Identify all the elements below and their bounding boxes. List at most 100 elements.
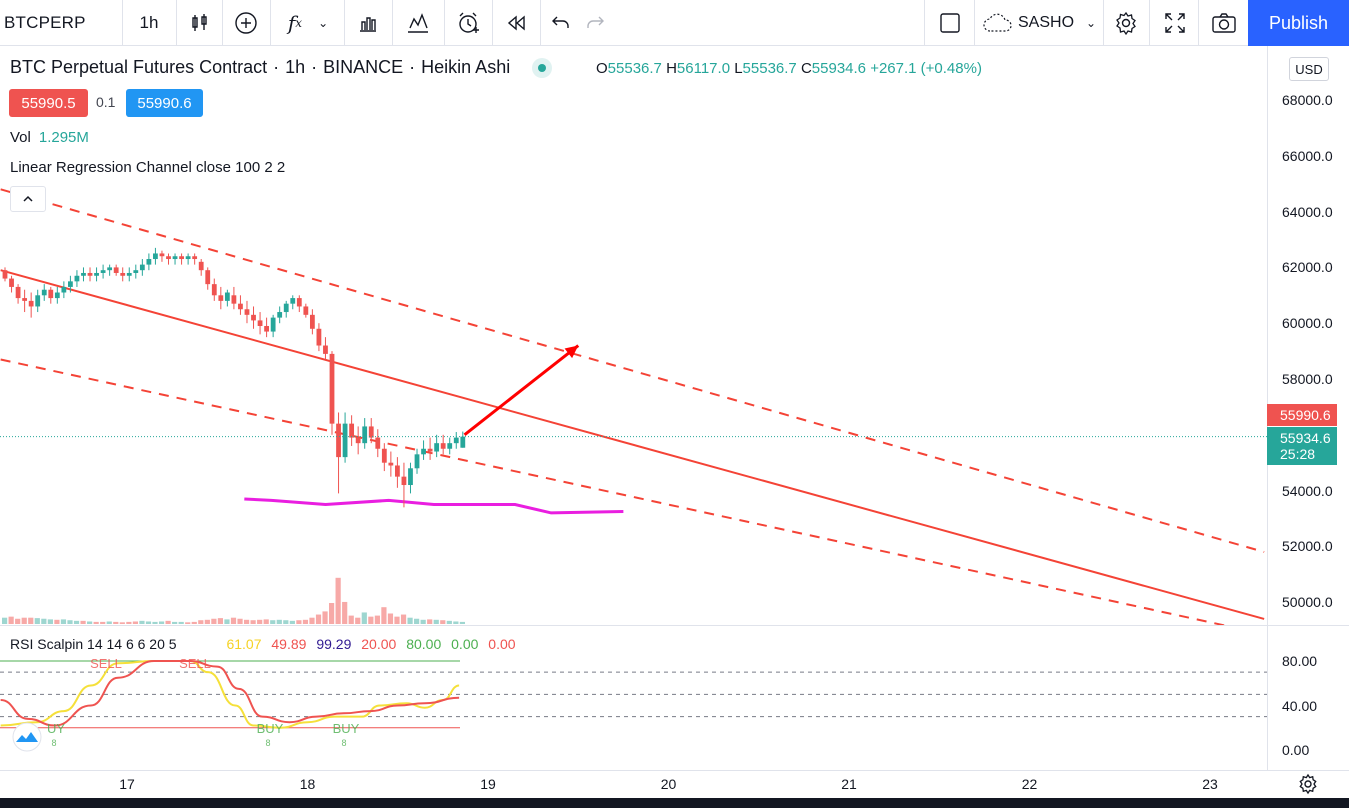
volume-legend[interactable]: Vol 1.295M: [10, 129, 89, 146]
open-key: O: [596, 60, 608, 77]
candle-body: [172, 256, 178, 260]
market-status-icon[interactable]: [532, 57, 553, 78]
candle-body: [41, 289, 47, 296]
price-chart[interactable]: SELL SELL UY 8 BUY 8 BUY 8: [0, 46, 1267, 770]
price-tick: 68000.0: [1282, 92, 1333, 108]
main-pane: [0, 188, 1267, 625]
symbol-search-button[interactable]: BTCPERP: [4, 13, 86, 32]
buy-button[interactable]: 55990.6: [126, 89, 203, 117]
volume-bar: [257, 619, 263, 624]
candle-body: [107, 267, 113, 271]
rsi-scale-divider: [1268, 625, 1349, 626]
last-price-label: 55934.6 25:28: [1267, 427, 1337, 465]
volume-bar: [427, 619, 433, 624]
rsi-label: RSI Scalpin 14 14 6 6 20 5: [10, 636, 177, 652]
candle-body: [388, 462, 394, 466]
undo-icon[interactable]: [544, 0, 578, 46]
volume-bar: [158, 621, 165, 624]
volume-bar: [73, 620, 80, 624]
low-key: L: [734, 60, 743, 77]
rsi-signal-label: UY: [47, 721, 65, 736]
candle-body: [244, 309, 250, 315]
chevron-down-icon[interactable]: ⌄: [1085, 16, 1097, 30]
rsi-signal-label: BUY: [257, 721, 284, 736]
candle-body: [427, 448, 433, 452]
volume-bar: [374, 615, 380, 624]
gear-icon[interactable]: [1296, 772, 1320, 796]
volume-bar: [106, 621, 112, 624]
templates-icon[interactable]: [348, 0, 388, 46]
price-tick: 58000.0: [1282, 371, 1333, 387]
bottom-panel-bar: [0, 798, 1349, 808]
candle-body: [153, 253, 158, 260]
candle-body: [303, 306, 309, 315]
publish-button[interactable]: Publish: [1248, 0, 1349, 46]
time-scale[interactable]: 17 18 19 20 21 22 23: [0, 770, 1349, 798]
sell-button[interactable]: 55990.5: [9, 89, 88, 117]
legend-symbol[interactable]: BTC Perpetual Futures Contract: [10, 57, 268, 77]
layout-name[interactable]: SASHO: [1018, 14, 1075, 31]
gear-icon[interactable]: [1106, 0, 1146, 46]
fx-icon[interactable]: 𝑓 x ⌄: [287, 11, 329, 35]
redo-icon[interactable]: [578, 0, 612, 46]
candle-style-icon[interactable]: [180, 0, 220, 46]
time-tick: 23: [1202, 776, 1218, 792]
candle-body: [126, 272, 132, 276]
volume-bar: [263, 619, 269, 624]
candle-body: [368, 426, 374, 438]
collapse-legend-button[interactable]: [10, 186, 46, 212]
candle-body: [395, 465, 400, 477]
rsi-pane: SELL SELL UY 8 BUY 8 BUY 8: [0, 656, 1267, 748]
bar-countdown: 25:28: [1280, 446, 1316, 462]
high-key: H: [666, 60, 677, 77]
rsi-signal-sub: 8: [265, 738, 270, 748]
replay-icon[interactable]: [496, 0, 536, 46]
volume-bar: [204, 619, 210, 624]
low-value: 55536.7: [742, 60, 797, 77]
volume-bar: [237, 618, 243, 624]
candle-body: [146, 259, 152, 265]
camera-icon[interactable]: [1201, 0, 1247, 46]
volume-bar: [270, 620, 276, 624]
rsi-value-6: 0.00: [451, 636, 479, 652]
high-value: 56117.0: [676, 60, 731, 77]
candle-body: [9, 278, 14, 287]
candle-body: [355, 437, 361, 444]
spread-value: 0.1: [96, 94, 116, 110]
fullscreen-icon[interactable]: [1152, 0, 1198, 46]
candle-body: [205, 270, 211, 285]
trend-arrow-head: [564, 345, 579, 359]
chart-type-icon[interactable]: [396, 0, 440, 46]
interval-button[interactable]: 1h: [139, 13, 159, 32]
toolbar-divider: [1198, 0, 1199, 46]
pane-divider[interactable]: [0, 625, 1267, 626]
alert-clock-icon[interactable]: [448, 0, 488, 46]
currency-button[interactable]: USD: [1289, 57, 1329, 81]
regression-channel-legend[interactable]: Linear Regression Channel close 100 2 2: [10, 159, 286, 176]
volume-bar: [67, 620, 73, 624]
change-value: +267.1 (+0.48%): [870, 60, 982, 77]
candle-body: [133, 270, 139, 273]
rsi-legend[interactable]: RSI Scalpin 14 14 6 6 20 5 61.07 49.89 9…: [10, 636, 522, 652]
candle-body: [362, 426, 368, 444]
layout-select-icon[interactable]: [930, 0, 970, 46]
volume-bar: [276, 619, 282, 624]
volume-bar: [152, 621, 158, 624]
volume-bar: [315, 614, 322, 624]
candle-body: [257, 320, 263, 326]
candle-body: [270, 317, 276, 332]
candle-body: [166, 256, 171, 260]
rsi-signal-label: BUY: [333, 721, 360, 736]
compare-add-icon[interactable]: [226, 0, 266, 46]
last-price-value: 55934.6: [1280, 430, 1331, 446]
rsi-slow-line: [0, 659, 460, 727]
rsi-value-3: 99.29: [316, 636, 352, 652]
price-tick: 52000.0: [1282, 538, 1333, 555]
rsi-value-lower: 20.00: [361, 636, 397, 652]
volume-bar: [178, 621, 184, 624]
candle-body: [401, 476, 407, 486]
tradingview-logo-icon[interactable]: [8, 722, 46, 752]
legend-exchange: BINANCE: [323, 57, 404, 77]
rsi-tick: 40.00: [1282, 697, 1318, 714]
chevron-up-icon: [23, 195, 33, 202]
